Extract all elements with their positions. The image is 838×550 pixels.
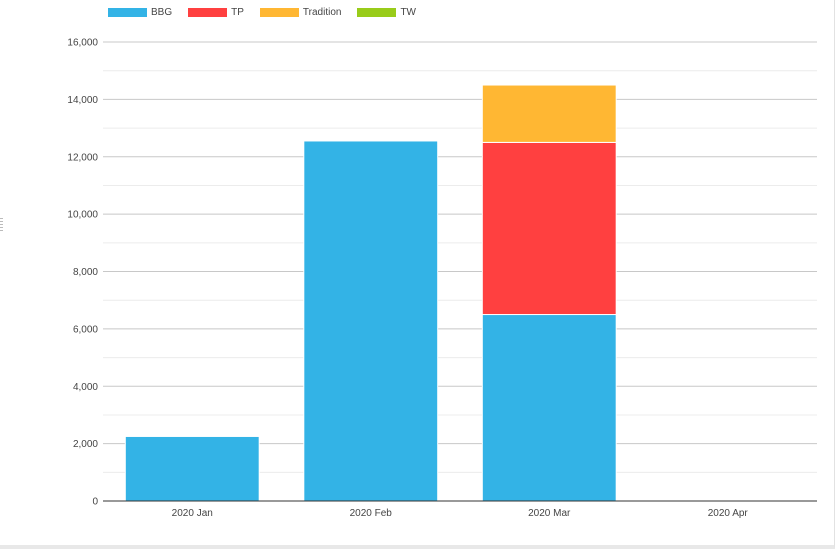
x-tick-label: 2020 Apr <box>708 508 749 519</box>
bar-bbg-2020-mar <box>481 314 617 502</box>
bar-tradition-2020-mar <box>481 84 617 143</box>
y-tick-label: 6,000 <box>73 324 98 335</box>
y-tick-label: 10,000 <box>67 210 98 221</box>
bar-tp-2020-mar <box>481 141 617 316</box>
legend-swatch-tp <box>188 8 228 17</box>
legend-item-tp[interactable]: TP <box>188 7 244 18</box>
x-tick-label: 2020 Mar <box>528 508 571 519</box>
legend-swatch-bbg <box>108 8 147 17</box>
bar-bbg-2020-feb <box>303 140 439 502</box>
legend-item-tradition[interactable]: Tradition <box>259 7 342 18</box>
legend-label-tw: TW <box>400 7 416 18</box>
y-tick-label: 4,000 <box>73 382 98 393</box>
legend-label-tp: TP <box>231 7 244 18</box>
legend-swatch-tw <box>357 8 397 17</box>
legend: BBG TP Tradition TW <box>108 7 432 18</box>
y-tick-label: 2,000 <box>73 439 98 450</box>
x-tick-label: 2020 Feb <box>350 508 393 519</box>
legend-label-bbg: BBG <box>151 7 173 18</box>
y-axis-label-stub <box>0 218 3 232</box>
y-tick-label: 8,000 <box>73 267 98 278</box>
legend-swatch-tradition <box>259 8 299 17</box>
x-tick-label: 2020 Jan <box>172 508 213 519</box>
y-tick-label: 14,000 <box>67 95 98 106</box>
bar-bbg-2020-jan <box>124 435 260 502</box>
legend-item-bbg[interactable]: BBG <box>108 7 172 18</box>
y-tick-label: 12,000 <box>67 152 98 163</box>
y-tick-label: 0 <box>92 497 98 508</box>
legend-item-tw[interactable]: TW <box>357 7 416 18</box>
legend-label-tradition: Tradition <box>302 7 342 18</box>
y-tick-label: 16,000 <box>67 38 98 49</box>
